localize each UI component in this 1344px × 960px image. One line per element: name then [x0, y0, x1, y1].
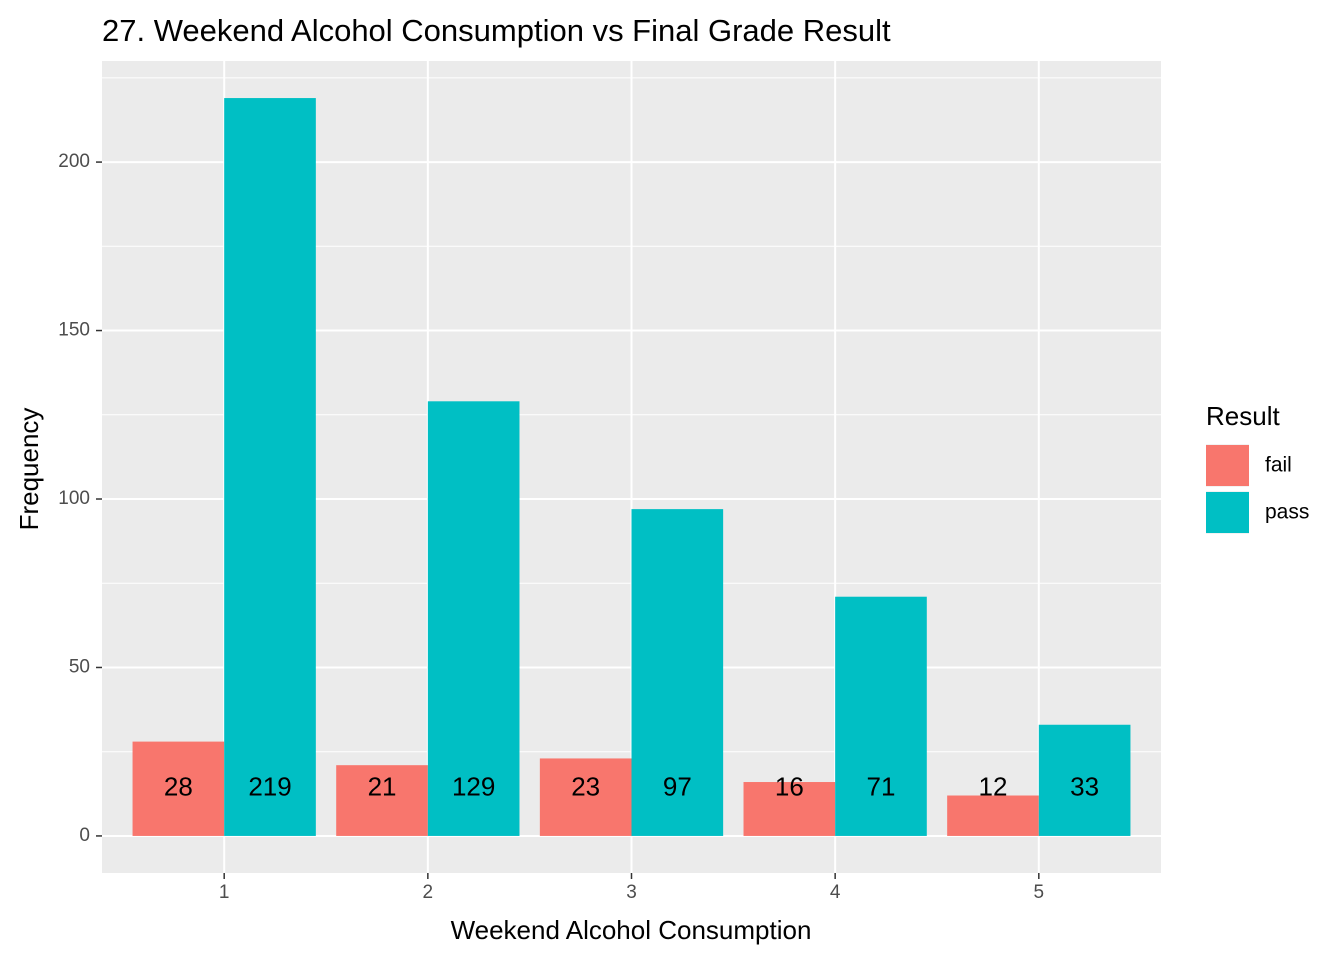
bar-fail — [743, 782, 836, 836]
bar-pass — [427, 401, 520, 836]
y-tick-label: 50 — [69, 656, 90, 677]
bar-pass — [631, 509, 724, 836]
data-label-pass: 97 — [663, 772, 692, 802]
legend-title: Result — [1206, 401, 1280, 431]
y-tick-label: 200 — [58, 151, 90, 172]
legend-swatch-fail — [1206, 445, 1249, 486]
x-tick-label: 1 — [219, 882, 230, 903]
x-tick-label: 5 — [1034, 882, 1045, 903]
data-label-pass: 129 — [452, 772, 495, 802]
data-labels: 28 21 23 16 12 219 129 97 71 33 — [164, 772, 1099, 802]
y-tick-label: 150 — [58, 320, 90, 341]
x-tick-label: 2 — [423, 882, 434, 903]
bar-fail — [132, 741, 225, 836]
bar-fail — [539, 758, 632, 836]
legend-label-pass: pass — [1265, 501, 1309, 524]
x-tick-label: 4 — [830, 882, 841, 903]
bar-fail — [336, 765, 428, 836]
y-axis: 0 50 100 150 200 — [58, 151, 102, 846]
data-label-fail: 21 — [368, 772, 397, 802]
x-axis-title: Weekend Alcohol Consumption — [451, 915, 812, 945]
chart-title: 27. Weekend Alcohol Consumption vs Final… — [102, 13, 891, 48]
bar-pass — [224, 98, 316, 836]
data-label-fail: 12 — [979, 772, 1008, 802]
bar-pass — [1038, 724, 1131, 836]
y-axis-title: Frequency — [14, 408, 44, 531]
data-label-pass: 219 — [248, 772, 291, 802]
legend-label-fail: fail — [1265, 454, 1292, 477]
x-axis: 1 2 3 4 5 — [219, 873, 1044, 903]
y-tick-label: 0 — [79, 825, 90, 846]
legend-swatch-pass — [1206, 492, 1249, 533]
data-label-pass: 33 — [1070, 772, 1099, 802]
bars — [132, 98, 1131, 836]
data-label-fail: 23 — [571, 772, 600, 802]
y-tick-label: 100 — [58, 488, 90, 509]
legend: Result fail pass — [1206, 401, 1309, 534]
data-label-fail: 28 — [164, 772, 193, 802]
bar-pass — [835, 596, 927, 836]
data-label-pass: 71 — [867, 772, 896, 802]
data-label-fail: 16 — [775, 772, 804, 802]
x-tick-label: 3 — [626, 882, 637, 903]
bar-fail — [947, 795, 1039, 836]
